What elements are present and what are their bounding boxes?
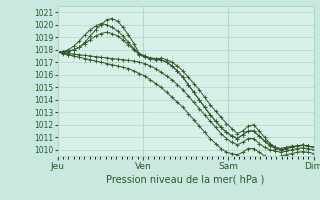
X-axis label: Pression niveau de la mer( hPa ): Pression niveau de la mer( hPa ) xyxy=(107,175,265,185)
